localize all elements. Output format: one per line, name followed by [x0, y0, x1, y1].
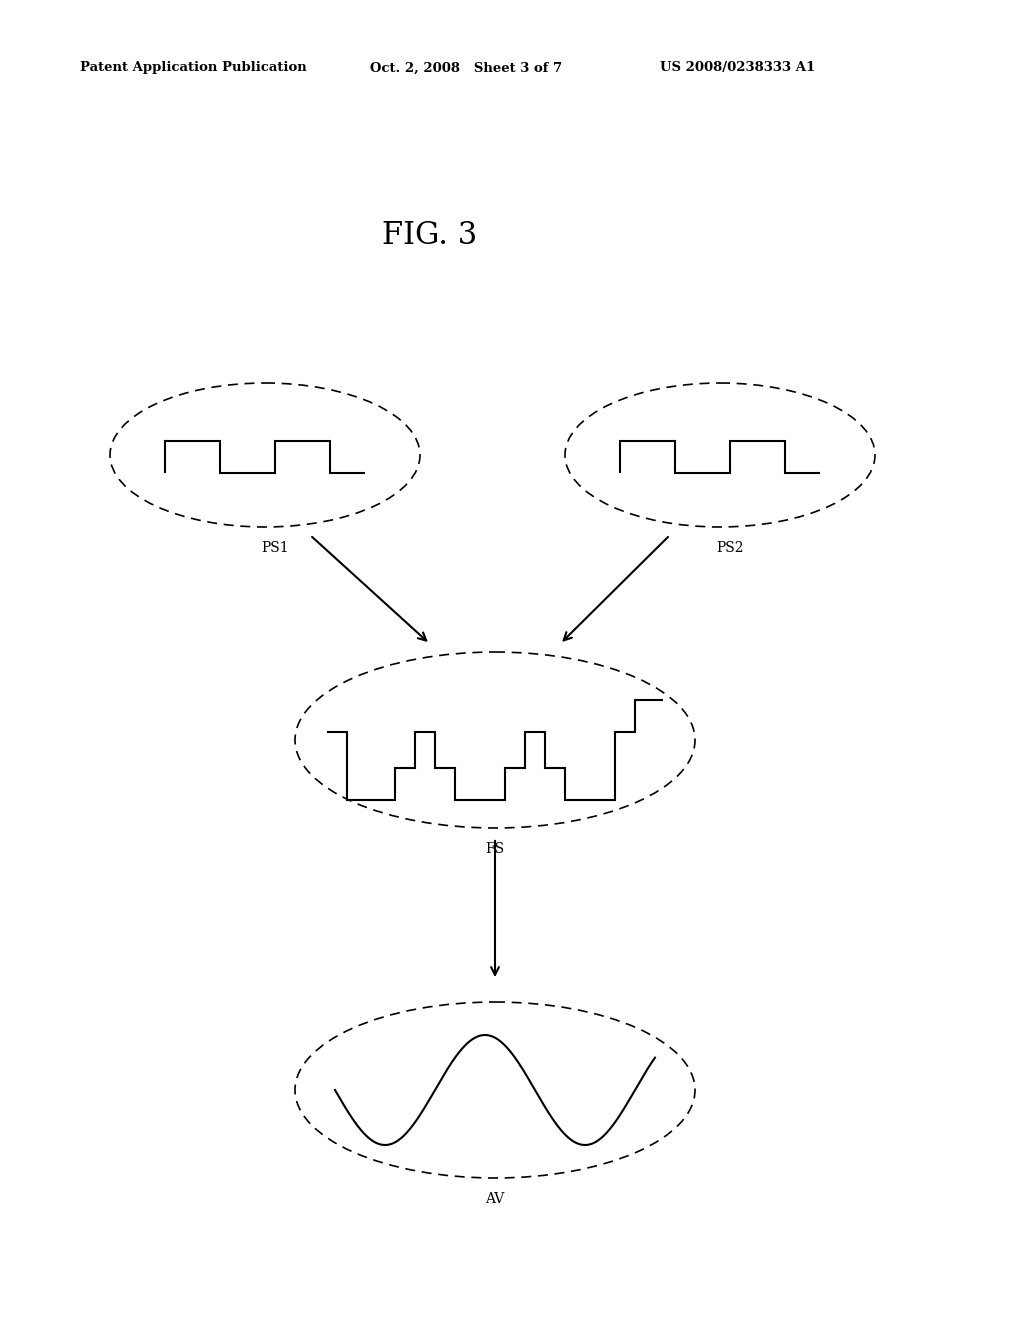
Text: FS: FS	[485, 842, 505, 855]
Text: Oct. 2, 2008   Sheet 3 of 7: Oct. 2, 2008 Sheet 3 of 7	[370, 62, 562, 74]
Text: Patent Application Publication: Patent Application Publication	[80, 62, 307, 74]
Text: AV: AV	[485, 1192, 505, 1206]
Text: US 2008/0238333 A1: US 2008/0238333 A1	[660, 62, 815, 74]
Text: FIG. 3: FIG. 3	[382, 219, 477, 251]
Text: PS2: PS2	[716, 541, 743, 554]
Text: PS1: PS1	[261, 541, 289, 554]
